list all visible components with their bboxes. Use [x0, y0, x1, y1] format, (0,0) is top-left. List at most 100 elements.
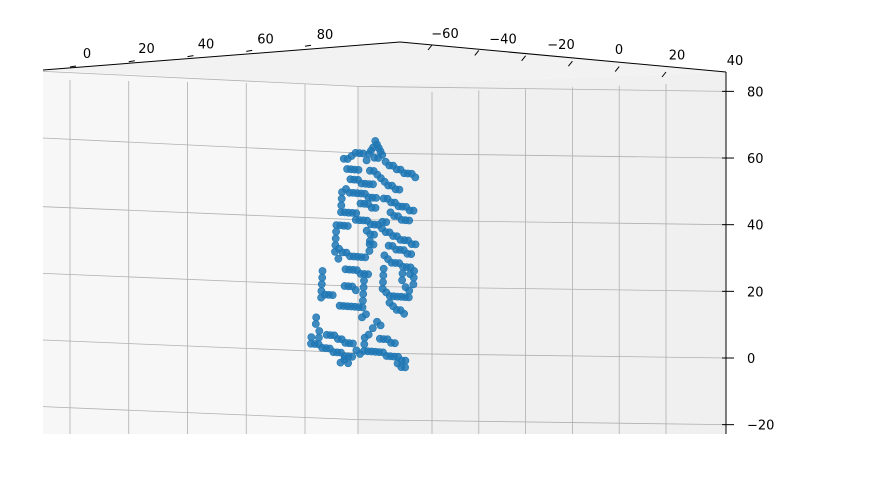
grid-line-z — [42, 339, 359, 354]
scatter-point — [405, 216, 414, 225]
scatter-point — [401, 356, 410, 365]
scatter-point — [395, 185, 404, 194]
x-tick — [304, 44, 312, 47]
y-tick-label: −20 — [547, 38, 574, 53]
scatter-point — [362, 156, 371, 165]
x-tick-label: 80 — [317, 28, 334, 43]
scatter-point — [358, 313, 366, 322]
scatter-point — [335, 301, 344, 310]
scatter-point — [379, 271, 388, 280]
scatter-point — [334, 254, 343, 263]
scatter-point — [364, 270, 372, 279]
scatter-point — [336, 358, 345, 367]
y-tick-label: 20 — [669, 49, 686, 64]
scatter-point — [307, 339, 315, 348]
scatter-point — [409, 206, 418, 215]
scatter-point — [311, 320, 320, 328]
grid-line-z — [357, 352, 727, 359]
y-tick — [474, 50, 480, 56]
scatter-point — [351, 286, 360, 295]
scatter-point — [406, 270, 414, 278]
x-tick — [246, 49, 253, 52]
scatter-point — [314, 333, 323, 342]
scatter-point — [337, 201, 346, 210]
scatter-point — [307, 333, 316, 341]
scatter-point — [407, 250, 416, 258]
scatter-point — [376, 321, 385, 330]
grid-line-z — [357, 152, 727, 159]
scatter-point — [371, 203, 380, 212]
grid-line-z — [357, 219, 727, 226]
scatter-point — [317, 280, 326, 289]
scatter-point — [338, 188, 346, 196]
x-tick — [69, 65, 77, 68]
grid-line-z — [357, 285, 727, 292]
scatter-point — [379, 278, 387, 286]
scatter-point — [356, 350, 364, 358]
scatter-point — [360, 340, 369, 349]
scatter-point — [365, 240, 374, 249]
scatter-point — [404, 293, 413, 302]
z-tick-label: −20 — [747, 419, 774, 434]
scatter-point — [315, 327, 324, 335]
grid-line-z — [357, 419, 727, 426]
scatter-point — [370, 230, 378, 239]
scatter-point — [400, 309, 408, 318]
scatter-point — [358, 296, 367, 305]
scatter-point — [405, 286, 414, 295]
scatter-point — [359, 283, 368, 292]
grid-line-z — [42, 406, 359, 421]
y-tick-label: 40 — [727, 54, 744, 69]
x-tick — [187, 55, 194, 58]
grid-line-z — [42, 206, 359, 221]
grid-line-z — [42, 272, 359, 287]
scatter-point — [369, 180, 377, 189]
scatter-point — [344, 359, 352, 368]
scatter-points — [307, 137, 420, 372]
x-tick — [128, 60, 135, 63]
scatter-point — [337, 194, 346, 203]
scatter-point — [382, 218, 391, 226]
y-tick — [427, 44, 433, 51]
y-tick — [568, 60, 573, 67]
z-tick-label: 40 — [747, 219, 764, 234]
y-tick — [661, 71, 667, 78]
y-tick — [614, 66, 620, 72]
grid-line-z — [357, 85, 727, 92]
grid-lines — [42, 70, 727, 434]
x-tick-label: 20 — [138, 42, 155, 57]
scatter-point — [359, 149, 368, 158]
y-tick-label: −40 — [489, 32, 516, 47]
scatter-point — [331, 247, 339, 256]
right-pane — [358, 72, 726, 434]
scatter-point — [411, 173, 420, 182]
scatter-point — [365, 247, 374, 255]
scatter-point — [343, 222, 352, 230]
scatter-point — [374, 154, 383, 162]
grid-line-z — [42, 137, 359, 154]
scatter-point — [360, 333, 369, 342]
z-tick-label: 20 — [747, 285, 764, 300]
scatter-point — [398, 276, 406, 285]
y-axis-line — [399, 41, 727, 73]
grid-line-z — [42, 70, 359, 87]
scatter-point — [360, 276, 368, 285]
panes — [43, 42, 726, 434]
scatter-point — [348, 352, 357, 361]
scatter-point — [361, 253, 370, 262]
floor-pane — [43, 42, 726, 86]
scatter-point — [318, 267, 327, 275]
x-axis-line — [42, 41, 401, 71]
axes: 0 20 40 60 80 −60 −40 −20 0 20 40 −20 0 20 40 60 80 — [42, 27, 774, 434]
scatter-point — [354, 165, 363, 174]
scatter-point — [348, 339, 357, 348]
left-pane — [43, 70, 358, 434]
scatter-point — [368, 324, 377, 333]
scatter-point — [332, 227, 340, 236]
y-tick-label: 0 — [615, 43, 623, 58]
scatter-point — [401, 363, 409, 372]
scatter-point — [372, 193, 380, 202]
z-tick-label: 60 — [747, 152, 764, 167]
scatter-point — [409, 280, 418, 289]
